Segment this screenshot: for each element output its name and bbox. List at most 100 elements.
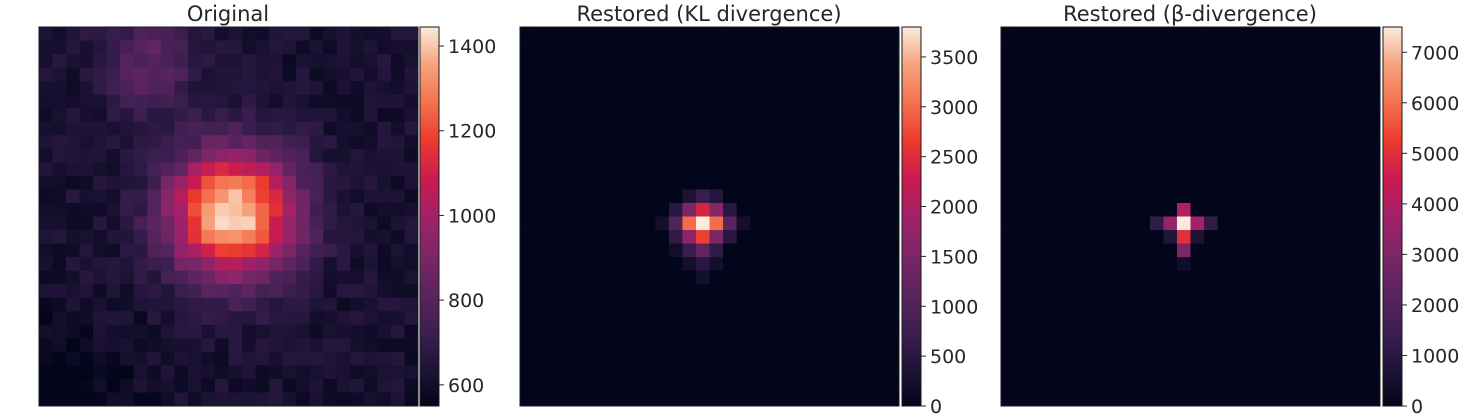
heatmap-cell: [1096, 41, 1110, 55]
heatmap-cell: [377, 122, 391, 136]
heatmap-cell: [561, 365, 575, 379]
heatmap-cell: [1245, 298, 1259, 312]
heatmap-cell: [107, 365, 121, 379]
heatmap-cell: [723, 352, 737, 366]
heatmap-cell: [1366, 365, 1380, 379]
heatmap-cell: [1312, 352, 1326, 366]
heatmap-cell: [1028, 176, 1042, 190]
heatmap-cell: [1001, 379, 1015, 393]
heatmap-cell: [215, 392, 229, 406]
heatmap-cell: [391, 68, 405, 82]
heatmap-cell: [93, 108, 107, 122]
heatmap-cell: [1366, 311, 1380, 325]
heatmap-cell: [1299, 230, 1313, 244]
heatmap-cell: [1109, 27, 1123, 41]
heatmap-cell: [120, 203, 134, 217]
heatmap-cell: [1366, 271, 1380, 285]
heatmap-cell: [1109, 365, 1123, 379]
heatmap-cell: [1285, 379, 1299, 393]
heatmap-cell: [1163, 379, 1177, 393]
heatmap-cell: [777, 108, 791, 122]
heatmap-cell: [1204, 41, 1218, 55]
heatmap-cell: [682, 122, 696, 136]
heatmap-cell: [561, 298, 575, 312]
heatmap-cell: [669, 95, 683, 109]
heatmap-cell: [1028, 338, 1042, 352]
heatmap-cell: [737, 338, 751, 352]
heatmap-cell: [296, 68, 310, 82]
heatmap-cell: [364, 162, 378, 176]
heatmap-cell: [547, 271, 561, 285]
heatmap-cell: [1150, 162, 1164, 176]
heatmap-cell: [337, 271, 351, 285]
heatmap-cell: [364, 176, 378, 190]
heatmap-cell: [642, 230, 656, 244]
heatmap-cell: [404, 338, 418, 352]
heatmap-cell: [1001, 392, 1015, 406]
heatmap-cell: [1191, 257, 1205, 271]
heatmap-cell: [601, 162, 615, 176]
heatmap-cell: [1069, 244, 1083, 258]
heatmap-cell: [804, 338, 818, 352]
heatmap-cell: [391, 41, 405, 55]
heatmap-cell: [80, 108, 94, 122]
heatmap-cell: [161, 230, 175, 244]
heatmap-cell: [628, 54, 642, 68]
heatmap-cell: [588, 41, 602, 55]
heatmap-cell: [1245, 176, 1259, 190]
heatmap-cell: [885, 325, 899, 339]
heatmap-cell: [323, 27, 337, 41]
heatmap-cell: [520, 230, 534, 244]
heatmap-cell: [1299, 162, 1313, 176]
heatmap-cell: [201, 95, 215, 109]
heatmap-cell: [628, 41, 642, 55]
heatmap-cell: [107, 338, 121, 352]
heatmap-cell: [723, 244, 737, 258]
heatmap-cell: [1258, 257, 1272, 271]
heatmap-cell: [1015, 149, 1029, 163]
heatmap-cell: [1163, 311, 1177, 325]
heatmap-cell: [682, 271, 696, 285]
heatmap-cell: [93, 95, 107, 109]
heatmap-cell: [1231, 108, 1245, 122]
heatmap-cell: [310, 325, 324, 339]
heatmap-cell: [1299, 338, 1313, 352]
heatmap-cell: [1312, 135, 1326, 149]
heatmap-cell: [534, 203, 548, 217]
heatmap-cell: [777, 135, 791, 149]
heatmap-cell: [764, 379, 778, 393]
heatmap-cell: [655, 338, 669, 352]
heatmap-cell: [1299, 27, 1313, 41]
heatmap-cell: [269, 217, 283, 231]
heatmap-cell: [229, 257, 243, 271]
heatmap-cell: [229, 176, 243, 190]
heatmap-cell: [296, 352, 310, 366]
heatmap-cell: [350, 108, 364, 122]
heatmap-cell: [764, 203, 778, 217]
heatmap-cell: [777, 257, 791, 271]
heatmap-cell: [53, 392, 67, 406]
heatmap-cell: [831, 257, 845, 271]
heatmap-cell: [696, 68, 710, 82]
heatmap-cell: [188, 122, 202, 136]
heatmap-cell: [242, 217, 256, 231]
heatmap-cell: [174, 68, 188, 82]
heatmap-cell: [120, 244, 134, 258]
heatmap-cell: [682, 244, 696, 258]
heatmap-cell: [737, 379, 751, 393]
heatmap-cell: [1353, 338, 1367, 352]
heatmap-cell: [337, 217, 351, 231]
heatmap-cell: [845, 81, 859, 95]
heatmap-cell: [1231, 271, 1245, 285]
heatmap-cell: [804, 203, 818, 217]
heatmap-cell: [831, 176, 845, 190]
heatmap-cell: [1042, 298, 1056, 312]
heatmap-cell: [534, 352, 548, 366]
heatmap-cell: [737, 41, 751, 55]
heatmap-cell: [858, 203, 872, 217]
heatmap-cell: [1096, 203, 1110, 217]
heatmap-cell: [723, 162, 737, 176]
heatmap-cell: [337, 108, 351, 122]
heatmap-cell: [134, 365, 148, 379]
heatmap-cell: [242, 365, 256, 379]
